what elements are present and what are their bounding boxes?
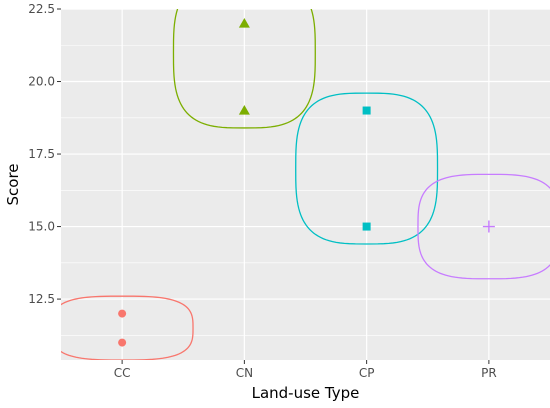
point-cn-2 (238, 105, 250, 115)
y-tick-label: 22.5 (28, 2, 55, 16)
point-cn-1 (238, 18, 250, 28)
y-tick-label: 12.5 (28, 292, 55, 306)
point-cc-1 (118, 309, 127, 318)
y-axis-title: Score (4, 163, 22, 205)
y-tick-label: 15.0 (28, 220, 55, 234)
y-tick-label: 17.5 (28, 147, 55, 161)
point-pr-1 (482, 220, 495, 233)
ellipse-cp (295, 92, 439, 245)
x-axis: CC CN CP PR (114, 360, 497, 380)
x-tick-label: CC (114, 366, 131, 380)
ellipse-pr (417, 173, 550, 280)
x-tick-label: CN (236, 366, 253, 380)
ellipse-cn (172, 9, 316, 129)
point-cc-2 (118, 338, 127, 347)
major-gridlines (61, 8, 550, 360)
x-axis-title: Land-use Type (252, 384, 360, 402)
x-tick-label: CP (359, 366, 375, 380)
plot-panel (61, 9, 550, 360)
x-tick-label: PR (481, 366, 497, 380)
data-marks (61, 9, 550, 360)
minor-gridlines (61, 44, 550, 336)
y-axis: 12.5 15.0 17.5 20.0 22.5 (28, 2, 61, 306)
point-cp-1 (362, 106, 371, 115)
ellipse-cc (61, 295, 194, 360)
point-cp-2 (362, 222, 371, 231)
y-tick-label: 20.0 (28, 75, 55, 89)
